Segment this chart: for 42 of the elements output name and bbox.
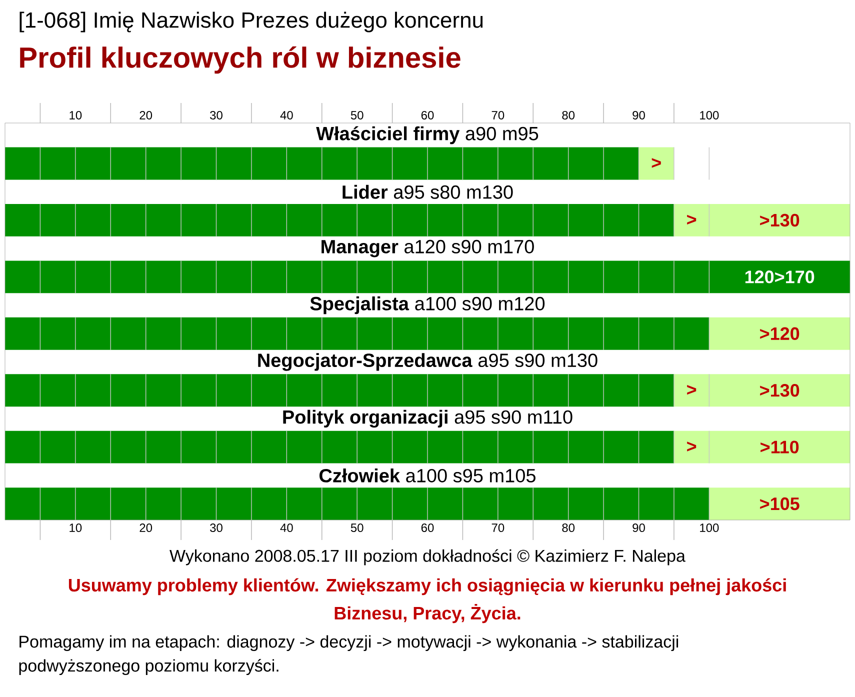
x-tick-label: 20	[140, 110, 152, 120]
x-tick-label: 60	[421, 110, 434, 120]
x2-tick-label: 80	[562, 524, 575, 532]
data-label: >130	[760, 384, 800, 397]
y-tick-label: Specjalista a100 s90 m120	[310, 296, 545, 314]
x2-tick-label: 50	[350, 524, 364, 532]
x-tick-label: 90	[632, 110, 645, 120]
text: Usuwamy problemy klientów. Zwiększamy ich osiągnięcia w kierunku pełnej jakości Biznesu, Pracy, Życia.	[68, 578, 786, 624]
data-label: >	[652, 158, 661, 168]
data-label: >	[687, 214, 696, 225]
data-label: 120>170	[745, 270, 814, 284]
data-label: >	[687, 384, 696, 395]
x2-tick-label: 10	[70, 524, 82, 532]
y-tick-label: Manager a120 s90 m170	[322, 240, 534, 258]
chart-subtitle: Profil kluczowych ról w biznesie	[20, 46, 460, 74]
x-tick-label: 70	[492, 110, 504, 120]
data-label: >105	[760, 497, 800, 510]
x-tick-label: 50	[350, 110, 364, 120]
y-tick-label: Polityk organizacji a95 s90 m110	[283, 410, 572, 428]
x2-tick-label: 20	[140, 524, 152, 532]
data-label: >110	[760, 440, 799, 454]
data-label: >120	[760, 327, 800, 340]
x-tick-label: 80	[562, 110, 575, 120]
y-tick-label: Lider a95 s80 m130	[342, 184, 513, 199]
data-label: >130	[760, 214, 800, 227]
x2-tick-label: 100	[700, 524, 719, 532]
x2-tick-label: 70	[492, 524, 504, 532]
data-label: >	[687, 442, 696, 452]
text: Pomagamy im na etapach: diagnozy -> decyzji -> motywacji -> wykonania -> stabilizacji podwyższonego poziomu korzyści.	[19, 635, 678, 676]
x-tick-label: 40	[280, 110, 293, 120]
x-tick-label: 100	[700, 110, 719, 120]
x2-tick-label: 60	[421, 524, 434, 532]
y-tick-label: Negocjator-Sprzedawca a95 s90 m130	[258, 353, 598, 371]
x-tick-label: 10	[70, 110, 82, 120]
x2-tick-label: 30	[210, 524, 222, 532]
y-tick-label: Właściciel firmy a90 m95	[316, 126, 538, 144]
x2-tick-label: 90	[632, 524, 645, 532]
x-tick-label: 30	[210, 110, 222, 120]
chart-title: [1-068] Imię Nazwisko Prezes dużego koncernu	[20, 12, 483, 32]
x2-tick-label: 40	[280, 524, 293, 532]
text: Wykonano 2008.05.17 III poziom dokładności © Kazimierz F. Nalepa	[170, 549, 686, 566]
y-tick-label: Człowiek a100 s95 m105	[319, 468, 536, 482]
